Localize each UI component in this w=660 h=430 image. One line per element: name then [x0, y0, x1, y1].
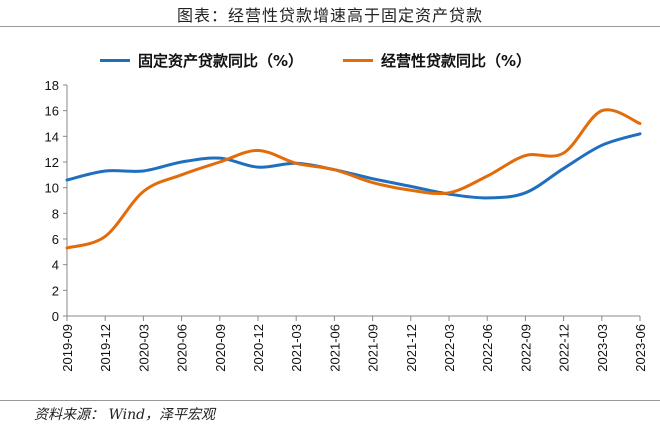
y-tick-label: 16 — [45, 104, 59, 119]
x-tick-label: 2020-06 — [175, 324, 190, 372]
y-tick-label: 0 — [52, 309, 59, 324]
y-tick-label: 14 — [45, 129, 59, 144]
y-tick-label: 6 — [52, 232, 59, 247]
x-tick-label: 2020-03 — [136, 324, 151, 372]
source-divider — [0, 400, 660, 401]
legend-item-fixed-asset: 固定资产贷款同比（%） — [100, 50, 303, 71]
title-divider — [0, 26, 660, 27]
y-tick-label: 18 — [45, 78, 59, 93]
x-tick-label: 2023-03 — [595, 324, 610, 372]
x-tick-label: 2021-09 — [366, 324, 381, 372]
series-line-0 — [65, 132, 642, 200]
x-tick-label: 2023-06 — [633, 324, 648, 372]
legend: 固定资产贷款同比（%） 经营性贷款同比（%） — [100, 50, 531, 71]
y-tick-label: 2 — [52, 283, 59, 298]
legend-item-operating: 经营性贷款同比（%） — [343, 50, 531, 71]
legend-swatch — [343, 59, 374, 62]
y-tick-label: 10 — [45, 181, 59, 196]
x-tick-label: 2021-03 — [289, 324, 304, 372]
legend-swatch — [100, 59, 130, 62]
line-chart: 0 2 4 6 8 10 12 14 16 18 2019-09 2019-12 2020-03 2020… — [45, 78, 648, 372]
x-tick-label: 2022-09 — [518, 324, 533, 372]
y-tick-label: 12 — [45, 155, 59, 170]
x-tick-label: 2020-09 — [213, 324, 228, 372]
x-tick-label: 2019-12 — [98, 324, 113, 372]
y-tick-label: 8 — [52, 206, 59, 221]
legend-label: 经营性贷款同比（%） — [381, 52, 532, 70]
chart-title: 图表：经营性贷款增速高于固定资产贷款 — [176, 6, 483, 25]
x-tick-label: 2019-09 — [60, 324, 75, 372]
x-tick-label: 2022-06 — [480, 324, 495, 372]
x-tick-label: 2022-12 — [557, 324, 572, 372]
series-line-1 — [65, 108, 642, 250]
y-tick-label: 4 — [52, 258, 59, 273]
x-tick-label: 2021-12 — [404, 324, 419, 372]
x-tick-label: 2020-12 — [251, 324, 266, 372]
source-note: 资料来源： Wind，泽平宏观 — [34, 407, 216, 423]
legend-label: 固定资产贷款同比（%） — [138, 52, 304, 70]
x-tick-label: 2022-03 — [442, 324, 457, 372]
x-tick-label: 2021-06 — [327, 324, 342, 372]
